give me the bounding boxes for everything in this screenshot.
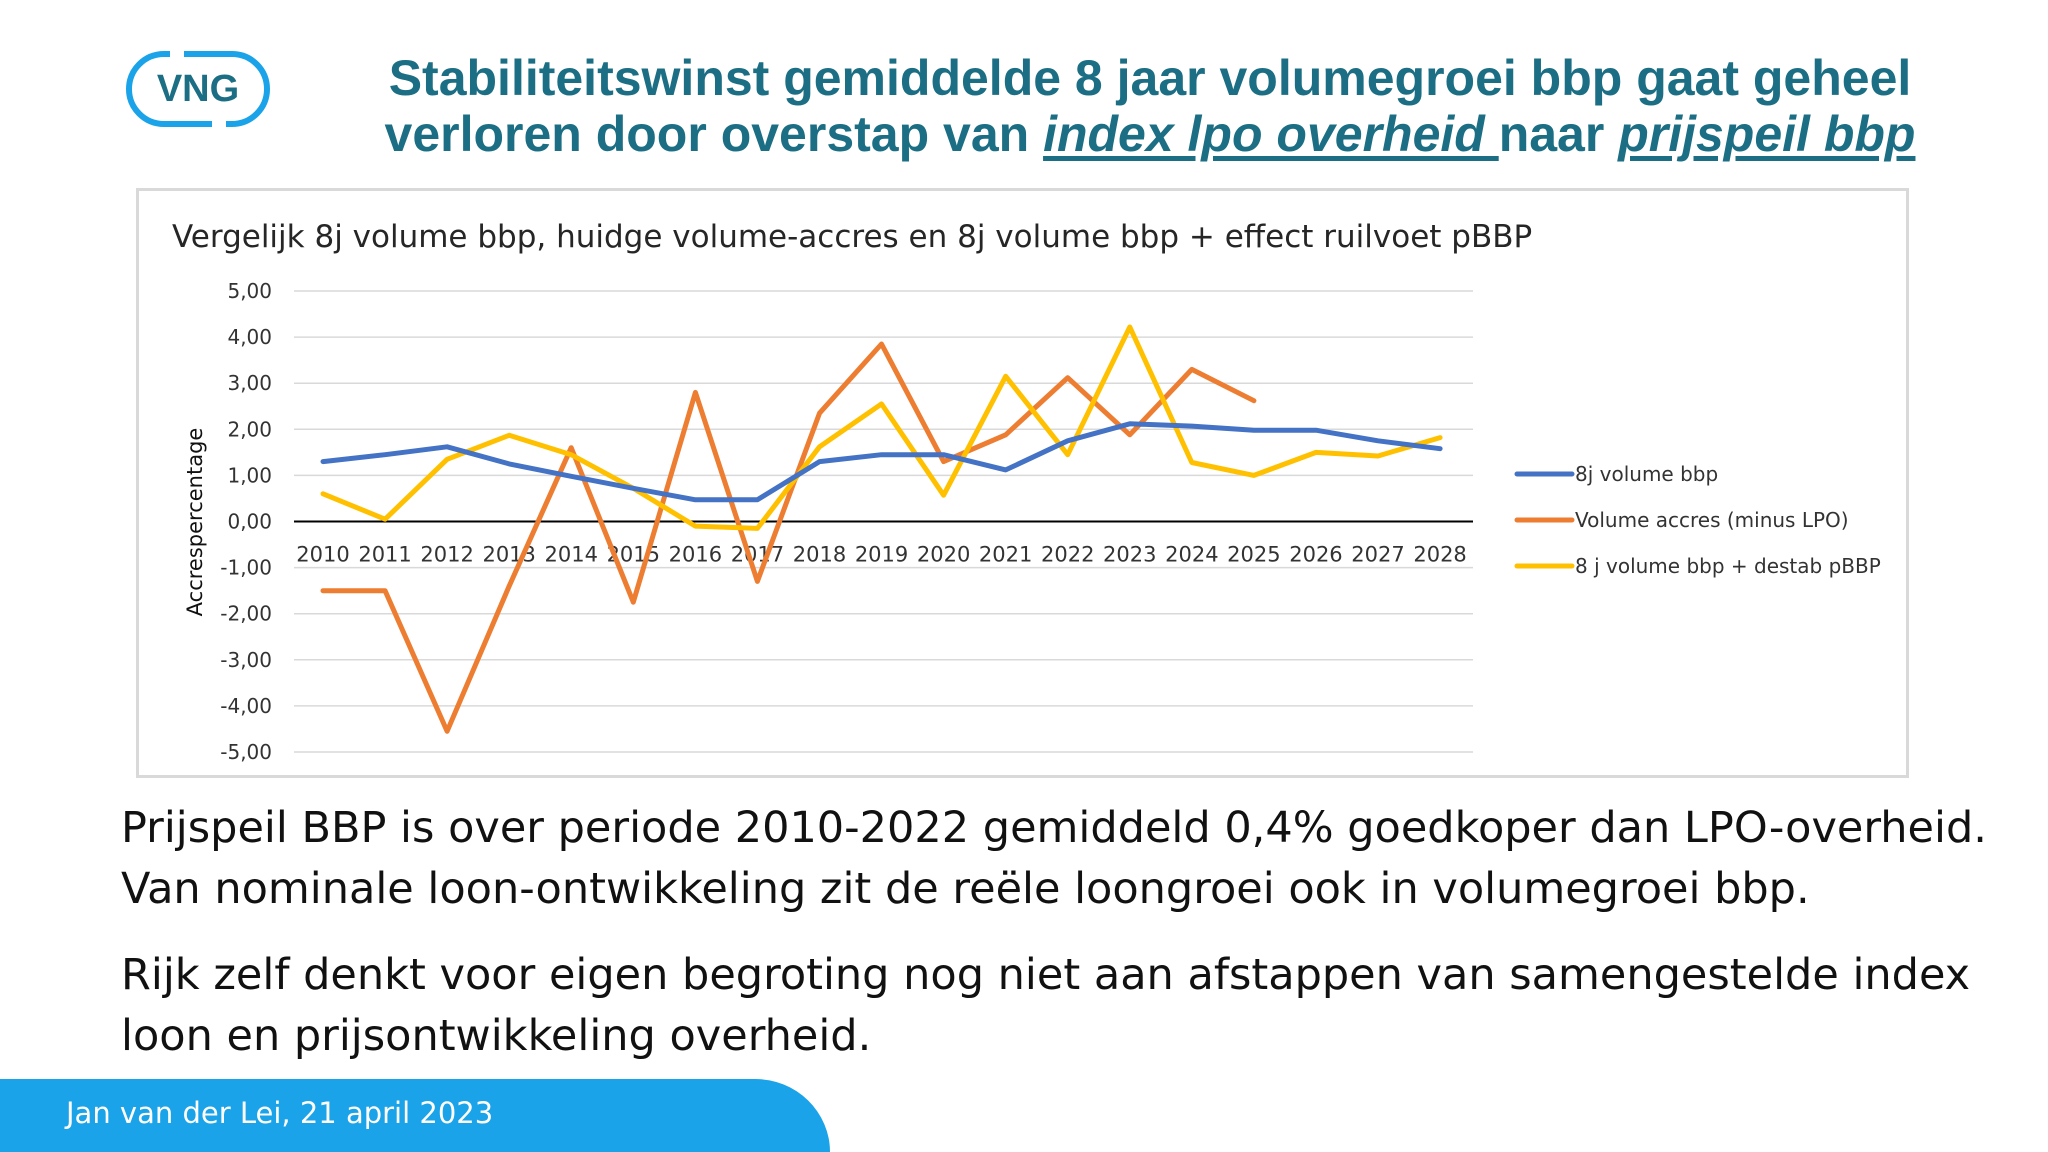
slide-title: Stabiliteitswinst gemiddelde 8 jaar volu… [300,50,2000,162]
paragraph-2: Rijk zelf denkt voor eigen begroting nog… [121,945,2021,1067]
legend-label: 8 j volume bbp + destab pBBP [1575,554,1881,578]
x-tick-label: 2016 [669,543,722,567]
x-tick-label: 2025 [1227,543,1280,567]
series-line-yellow [320,324,1443,531]
title-line-2: verloren door overstap van index lpo ove… [300,106,2000,162]
title-emphasis-index-lpo: index lpo overheid [1043,106,1499,162]
legend-label: 8j volume bbp [1575,462,1718,486]
x-tick-label: 2012 [420,543,473,567]
y-tick-label: -4,00 [220,694,272,718]
x-tick-label: 2020 [917,543,970,567]
y-tick-label: 1,00 [227,463,272,487]
y-tick-label: 2,00 [227,417,272,441]
y-tick-label: -3,00 [220,648,272,672]
vng-logo: VNG [126,51,270,127]
paragraph-2-line-2: loon en prijsontwikkeling overheid. [121,1011,872,1061]
title-line-1: Stabiliteitswinst gemiddelde 8 jaar volu… [388,50,1912,106]
x-tick-label: 2010 [296,543,349,567]
x-tick-label: 2014 [545,543,598,567]
chart-title: Vergelijk 8j volume bbp, huidge volume-a… [172,219,1532,255]
x-tick-label: 2017 [731,543,784,567]
x-tick-label: 2022 [1041,543,1094,567]
y-tick-label: -2,00 [220,602,272,626]
legend-label: Volume accres (minus LPO) [1575,508,1849,532]
chart-frame: Vergelijk 8j volume bbp, huidge volume-a… [136,188,1909,778]
y-tick-label: -1,00 [220,556,272,580]
logo-text: VNG [157,68,239,110]
y-tick-label: 0,00 [227,510,272,534]
x-tick-label: 2021 [979,543,1032,567]
footer-author-date: Jan van der Lei, 21 april 2023 [66,1096,494,1130]
y-tick-label: 3,00 [227,371,272,395]
series-line-orange [320,341,1257,734]
title-line-2-part-a: verloren door overstap van [384,106,1044,162]
y-tick-label: 5,00 [227,279,272,303]
title-line-2-part-c: naar [1498,106,1619,162]
x-tick-label: 2027 [1351,543,1404,567]
title-emphasis-prijspeil: prijspeil bbp [1618,106,1916,162]
x-tick-label: 2023 [1103,543,1156,567]
paragraph-1: Prijspeil BBP is over periode 2010-2022 … [121,798,2021,920]
series-line-blue [320,421,1443,503]
y-axis-label: Accrespercentage [183,428,207,617]
x-tick-label: 2026 [1289,543,1342,567]
paragraph-1-line-2: Van nominale loon-ontwikkeling zit de re… [121,864,1810,914]
x-tick-label: 2018 [793,543,846,567]
x-tick-label: 2019 [855,543,908,567]
y-tick-label: -5,00 [220,740,272,764]
x-tick-label: 2011 [358,543,411,567]
x-tick-label: 2024 [1165,543,1218,567]
paragraph-1-line-1: Prijspeil BBP is over periode 2010-2022 … [121,803,1987,853]
footer-band [0,1079,830,1152]
y-tick-label: 4,00 [227,325,272,349]
line-chart: Vergelijk 8j volume bbp, huidge volume-a… [172,219,1881,764]
paragraph-2-line-1: Rijk zelf denkt voor eigen begroting nog… [121,950,1971,1000]
x-tick-label: 2028 [1413,543,1466,567]
